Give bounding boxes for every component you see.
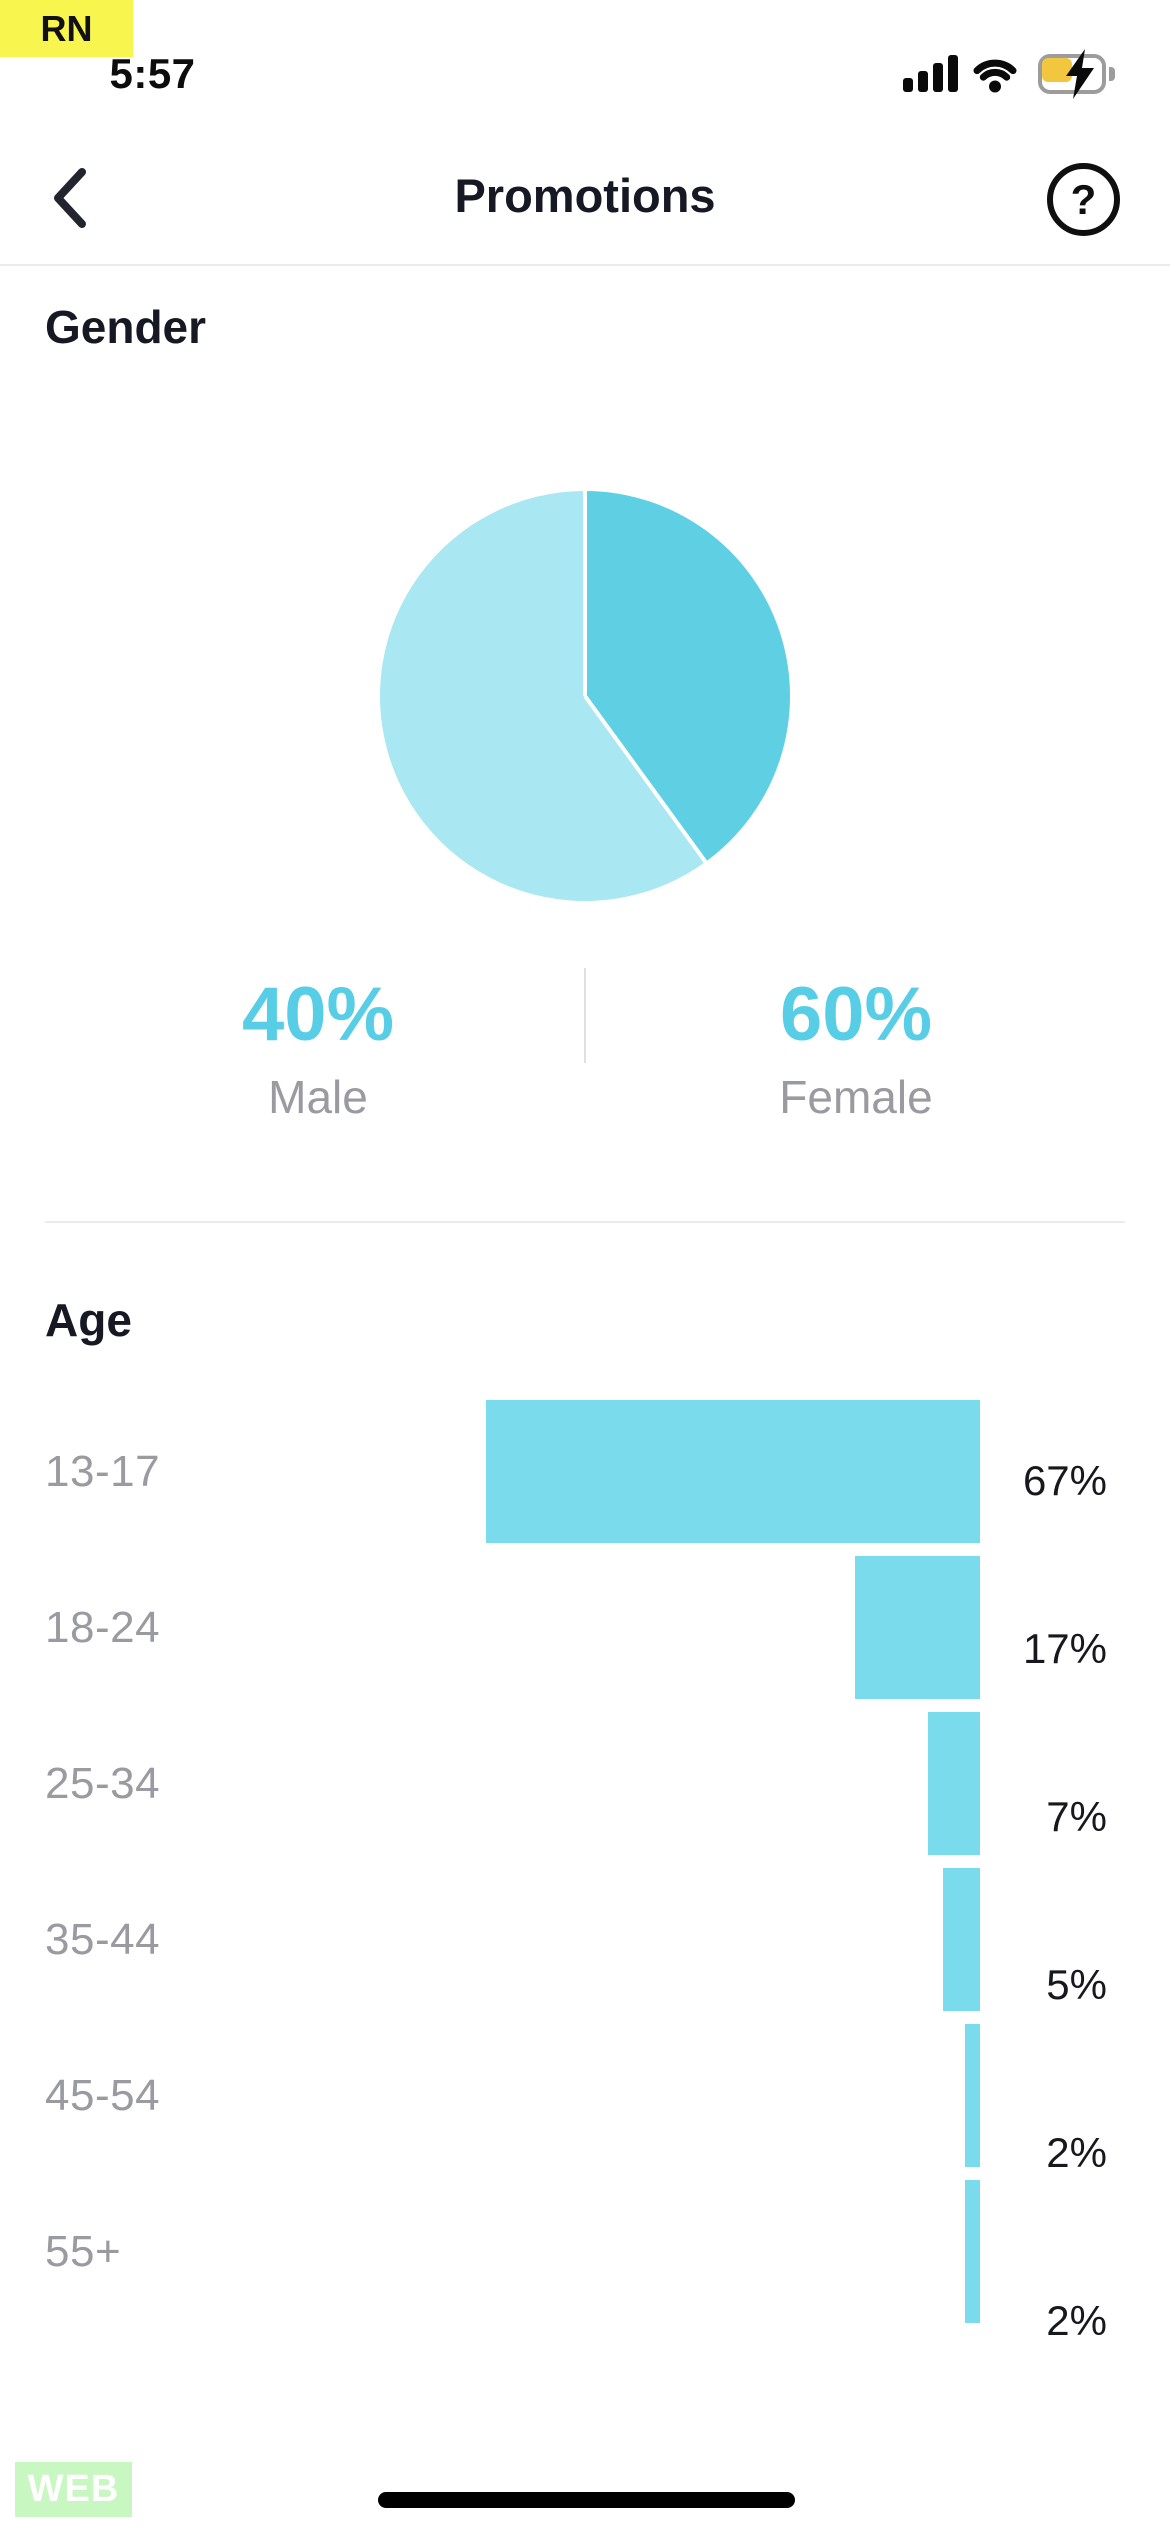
section-divider	[45, 1221, 1125, 1223]
female-percent: 60%	[779, 972, 933, 1057]
age-value-35-44: 5%	[1046, 1961, 1107, 2008]
question-mark-icon: ?	[1070, 175, 1097, 223]
male-stat: 40% Male	[33, 972, 603, 1123]
age-bar	[928, 1712, 980, 1855]
help-button[interactable]: ?	[1047, 163, 1120, 236]
gender-stats-divider	[584, 968, 586, 1063]
age-value-13-17: 67%	[1022, 1457, 1107, 1504]
battery-fill	[1042, 58, 1072, 82]
gender-pie-chart	[379, 491, 790, 901]
pie-slice-male	[585, 491, 790, 862]
male-label: Male	[268, 1071, 368, 1123]
battery-outline	[1038, 54, 1106, 94]
female-label: Female	[779, 1071, 933, 1123]
pie-slice-female	[379, 491, 706, 901]
female-stat: 60% Female	[586, 972, 1126, 1123]
home-indicator[interactable]	[378, 2492, 795, 2508]
chevron-left-icon	[54, 167, 86, 228]
age-heading: Age	[45, 1294, 132, 1346]
lightning-bolt-icon	[1066, 49, 1094, 99]
age-bar	[965, 2180, 980, 2323]
age-row-35-44: 35-44	[0, 1868, 1170, 2011]
age-range-label: 25-34	[45, 1758, 161, 1808]
web-badge: WEB	[15, 2462, 132, 2517]
male-percent: 40%	[241, 972, 395, 1057]
pie-separator	[583, 694, 708, 864]
age-row-55-plus: 55+	[0, 2180, 1170, 2323]
age-row-45-54: 45-54	[0, 2024, 1170, 2167]
gender-heading: Gender	[45, 301, 207, 353]
gender-stats: 40% Male 60% Female	[0, 968, 1170, 1135]
age-value-25-34: 7%	[1046, 1793, 1107, 1840]
age-range-label: 18-24	[45, 1602, 161, 1652]
age-value-55-plus: 2%	[1046, 2297, 1107, 2344]
age-range-label: 13-17	[45, 1446, 161, 1496]
age-value-45-54: 2%	[1046, 2129, 1107, 2176]
age-bar	[943, 1868, 980, 2011]
status-time: 5:57	[109, 50, 196, 97]
page-title: Promotions	[454, 169, 716, 222]
back-button[interactable]	[30, 155, 110, 240]
battery-charging-icon	[1038, 49, 1124, 99]
age-range-label: 45-54	[45, 2070, 161, 2120]
header-divider	[0, 264, 1170, 266]
age-row-25-34: 25-34	[0, 1712, 1170, 1855]
age-range-label: 55+	[45, 2226, 122, 2276]
wifi-icon	[973, 59, 1017, 93]
age-range-label: 35-44	[45, 1914, 161, 1964]
cellular-signal-icon	[903, 55, 958, 92]
age-bar	[965, 2024, 980, 2167]
age-bar	[855, 1556, 980, 1699]
rn-dev-badge: RN	[0, 0, 133, 57]
age-row-13-17: 13-17	[0, 1400, 1170, 1543]
age-row-18-24: 18-24	[0, 1556, 1170, 1699]
age-value-18-24: 17%	[1022, 1625, 1107, 1672]
battery-nub	[1109, 67, 1115, 81]
age-bar	[486, 1400, 980, 1543]
